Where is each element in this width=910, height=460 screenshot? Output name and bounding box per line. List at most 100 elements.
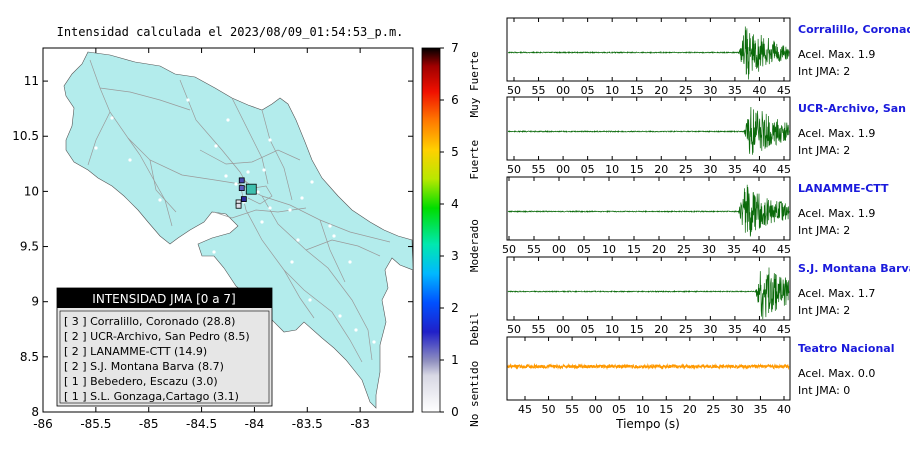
intensity-marker: [240, 196, 247, 203]
waveform-tick-label: 10: [605, 163, 619, 176]
waveform-tick-label: 45: [777, 84, 791, 97]
waveform-tick-label: 40: [752, 243, 766, 256]
colorbar-category-label: Moderado: [468, 219, 481, 272]
waveform-tick-label: 40: [752, 84, 766, 97]
colorbar-tick-label: 2: [451, 301, 459, 315]
waveform-tick-label: 15: [630, 163, 644, 176]
map-y-tick-label: 8: [31, 405, 39, 419]
waveform-tick-label: 05: [577, 243, 591, 256]
legend-inner-frame: [59, 310, 270, 404]
intensity-marker: [245, 183, 257, 195]
station-jma-intensity: Int JMA: 2: [798, 65, 850, 78]
waveform-tick-label: 10: [605, 323, 619, 336]
waveform-trace: [507, 26, 790, 80]
map-y-tick-label: 10.5: [12, 129, 39, 143]
waveform-tick-label: 20: [654, 84, 668, 97]
waveform-tick-label: 05: [581, 84, 595, 97]
waveform-tick-label: 50: [507, 323, 521, 336]
station-dots: [94, 98, 376, 344]
waveform-tick-label: 00: [556, 84, 570, 97]
map-y-tick-label: 11: [24, 74, 39, 88]
colorbar-tick-label: 0: [451, 405, 459, 419]
map-x-tick-label: -84: [245, 417, 265, 431]
waveform-tick-label: 55: [532, 84, 546, 97]
map-x-tick-label: -83.5: [292, 417, 323, 431]
intensity-legend: INTENSIDAD JMA [0 a 7] [ 3 ] Corralillo,…: [56, 287, 273, 407]
legend-item: [ 2 ] UCR-Archivo, San Pedro (8.5): [64, 330, 250, 343]
map-x-tick-label: -84.5: [186, 417, 217, 431]
station-name: LANAMME-CTT: [798, 182, 889, 195]
waveform-panel: 50 55 00 05 10 15 20 25 30 35 40 45 S.J. Montana Bar…: [506, 256, 910, 336]
waveform-panel: 50 55 00 05 10 15 20 25 30 35 40 45 Corralillo, Coro…: [506, 17, 910, 97]
station-accel-max: Acel. Max. 1.7: [798, 287, 875, 300]
colorbar-tick-label: 6: [451, 93, 459, 107]
station-name: Teatro Nacional: [798, 342, 895, 355]
waveform-panel: 50 55 00 05 10 15 20 25 30 35 40 45 UCR-Archivo, San…: [506, 96, 910, 176]
legend-title: INTENSIDAD JMA [0 a 7]: [92, 292, 235, 306]
waveform-tick-label: 40: [752, 323, 766, 336]
waveform-tick-label: 05: [581, 163, 595, 176]
waveform-tick-label: 35: [728, 163, 742, 176]
waveform-tick-label: 10: [605, 84, 619, 97]
waveform-frame: [506, 96, 791, 161]
map-title: Intensidad calculada el 2023/08/09_01:54…: [57, 25, 404, 39]
colorbar-category-label: Muy Fuerte: [468, 51, 481, 117]
map-y-tick-label: 8.5: [20, 350, 39, 364]
station-accel-max: Acel. Max. 0.0: [798, 367, 875, 380]
intensity-marker: [235, 202, 242, 209]
waveform-tick-label: 50: [507, 84, 521, 97]
waveform-tick-label: 20: [683, 403, 697, 416]
waveform-tick-label: 45: [777, 323, 791, 336]
waveform-tick-label: 15: [627, 243, 641, 256]
waveform-tick-label: 15: [659, 403, 673, 416]
waveform-tick-label: 20: [654, 163, 668, 176]
waveform-trace: [507, 267, 790, 320]
map-x-tick-label: -86: [33, 417, 53, 431]
waveform-tick-label: 40: [752, 163, 766, 176]
waveform-tick-label: 50: [542, 403, 556, 416]
legend-item: [ 1 ] Bebedero, Escazu (3.0): [64, 375, 218, 388]
waveform-tick-label: 25: [706, 403, 720, 416]
colorbar-category-label: Debil: [468, 312, 481, 345]
waveform-panels: 50 55 00 05 10 15 20 25 30 35 40 45 Corralillo, Coro…: [502, 17, 910, 416]
map-x-axis: -86 -85.5 -85 -84.5 -84 -83.5 -83: [33, 48, 370, 431]
map-y-tick-label: 10: [24, 184, 39, 198]
legend-item: [ 2 ] LANAMME-CTT (14.9): [64, 345, 207, 358]
legend-item: [ 1 ] S.L. Gonzaga,Cartago (3.1): [64, 390, 239, 403]
waveform-tick-label: 25: [677, 243, 691, 256]
intensity-marker: [238, 177, 245, 184]
waveform-tick-label: 55: [532, 323, 546, 336]
waveform-tick-label: 30: [703, 163, 717, 176]
map-x-tick-label: -85.5: [80, 417, 111, 431]
waveform-tick-label: 00: [589, 403, 603, 416]
intensity-markers: [235, 177, 257, 209]
waveform-trace: [507, 362, 790, 371]
waveform-tick-label: 30: [730, 403, 744, 416]
station-jma-intensity: Int JMA: 2: [798, 144, 850, 157]
map-y-axis: 8 8.5 9 9.5 10 10.5 11: [12, 74, 413, 419]
map-x-tick-label: -83: [350, 417, 370, 431]
waveform-tick-label: 30: [703, 84, 717, 97]
waveform-frame: [506, 256, 791, 321]
station-accel-max: Acel. Max. 1.9: [798, 127, 875, 140]
waveform-tick-label: 25: [679, 84, 693, 97]
waveform-tick-label: 35: [728, 84, 742, 97]
waveform-tick-label: 05: [612, 403, 626, 416]
waveform-trace: [507, 106, 790, 155]
waveform-tick-label: 35: [728, 323, 742, 336]
waveform-tick-label: 55: [565, 403, 579, 416]
station-jma-intensity: Int JMA: 0: [798, 384, 850, 397]
waveform-tick-label: 20: [652, 243, 666, 256]
legend-item: [ 2 ] S.J. Montana Barva (8.7): [64, 360, 224, 373]
station-accel-max: Acel. Max. 1.9: [798, 48, 875, 61]
colorbar-tick-label: 3: [451, 249, 459, 263]
station-jma-intensity: Int JMA: 2: [798, 224, 850, 237]
station-name: UCR-Archivo, San Pedro: [798, 102, 910, 115]
station-jma-intensity: Int JMA: 2: [798, 304, 850, 317]
station-name: S.J. Montana Barva: [798, 262, 910, 275]
waveform-tick-label: 45: [777, 163, 791, 176]
waveform-panel: 45 50 55 00 05 10 15 20 25 30 35 40 Teatro Nacional A…: [506, 336, 895, 416]
map-panel: 8 8.5 9 9.5 10 10.5 11 -86 -85.5 -85 -84.5 -84 -83.…: [12, 47, 414, 431]
waveform-tick-label: 20: [654, 323, 668, 336]
legend-item: [ 3 ] Corralillo, Coronado (28.8): [64, 315, 235, 328]
